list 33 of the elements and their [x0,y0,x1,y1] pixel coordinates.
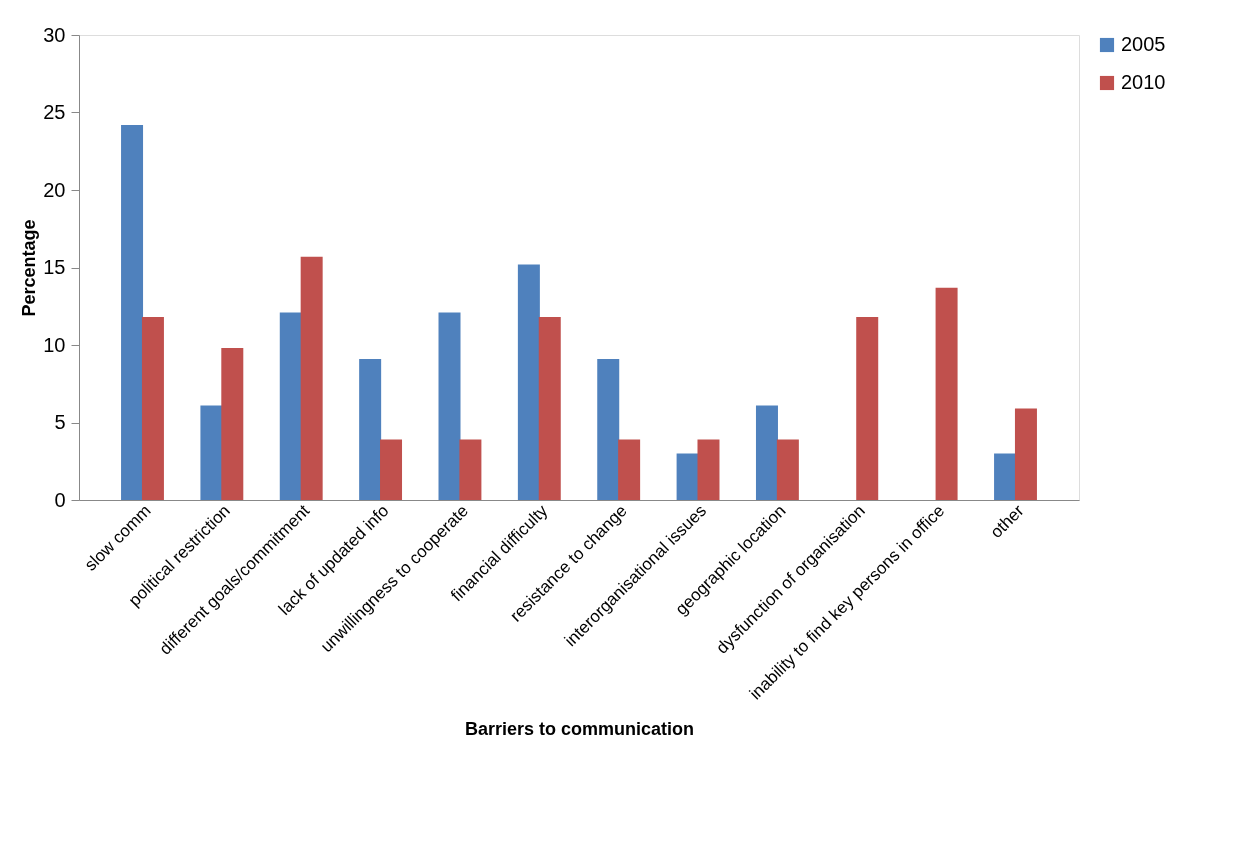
y-axis-title: Percentage [19,219,40,317]
y-tick-label: 15 [43,256,66,278]
bar [279,312,302,500]
bar [300,256,323,500]
bar [359,358,382,500]
bar [121,124,144,500]
bar [697,439,720,500]
bar [597,358,620,500]
bar [538,317,561,500]
x-axis-title: Barriers to communication [464,718,695,739]
y-tick-label: 5 [54,411,66,433]
legend-label: 2005 [1121,33,1166,55]
bar [517,264,540,500]
bar [856,317,879,500]
bar [438,312,461,500]
bar [776,439,799,500]
bar [200,405,223,500]
bar [380,439,403,500]
legend-label: 2010 [1121,71,1166,93]
y-tick-label: 10 [43,333,66,356]
bar [994,453,1017,500]
bar [755,405,778,500]
y-tick-label: 30 [43,23,66,46]
bar [676,453,699,500]
bar [618,439,641,500]
bar [459,439,482,500]
y-tick-label: 25 [43,101,66,123]
bar [1014,408,1037,500]
y-tick-label: 0 [54,488,66,511]
y-tick-label: 20 [43,178,66,201]
bar [141,317,164,500]
bar [935,287,958,500]
bar [221,348,244,500]
